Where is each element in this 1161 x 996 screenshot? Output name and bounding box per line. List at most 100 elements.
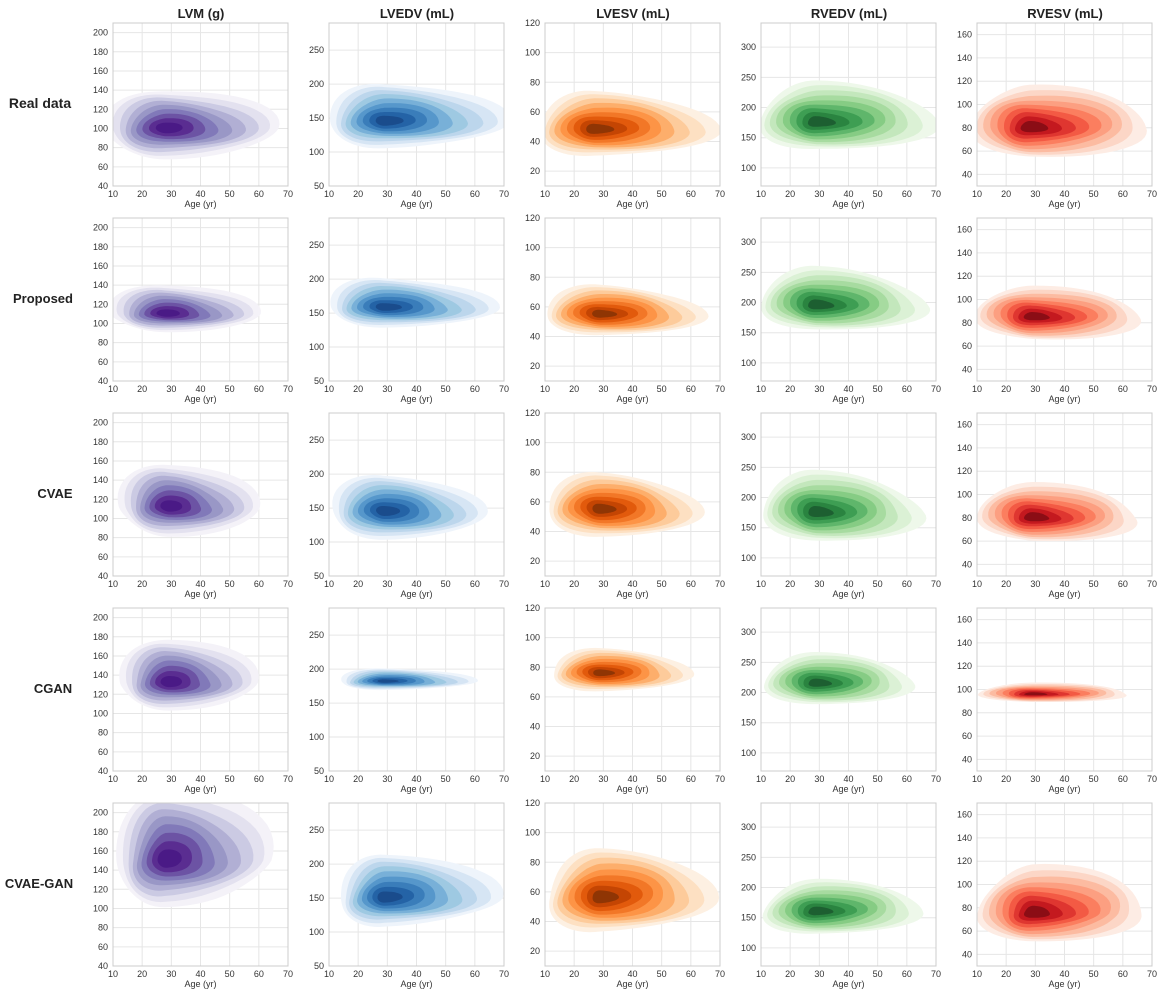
x-tick-label: 10 <box>972 384 982 394</box>
y-tick-label: 60 <box>530 692 540 702</box>
plot-frame <box>976 607 1153 772</box>
y-tick-label: 150 <box>741 913 756 923</box>
x-tick-label: 70 <box>283 969 293 979</box>
x-tick-label: 30 <box>598 969 608 979</box>
y-tick-label: 200 <box>93 28 108 38</box>
density-level-8 <box>592 309 618 318</box>
plot-frame <box>328 217 505 382</box>
panel-2-4: 10 20 30 40 50 60 70 20 40 60 80 100 120 Age (yr) <box>525 798 725 989</box>
x-tick-label: 60 <box>254 969 264 979</box>
y-tick-label: 100 <box>525 438 540 448</box>
y-tick-label: 80 <box>98 923 108 933</box>
column-title-lvm: LVM (g) <box>178 6 225 21</box>
density-level-8 <box>1024 905 1050 918</box>
density-contours <box>977 482 1138 542</box>
y-tick-label: 100 <box>93 903 108 913</box>
y-tick-label: 60 <box>530 497 540 507</box>
y-tick-label: 40 <box>962 754 972 764</box>
x-tick-label: 50 <box>225 969 235 979</box>
x-tick-label: 50 <box>225 579 235 589</box>
row-title-real-data: Real data <box>9 95 71 111</box>
density-contours <box>764 652 916 705</box>
y-tick-label: 250 <box>741 462 756 472</box>
x-axis-label: Age (yr) <box>616 394 648 404</box>
y-tick-label: 40 <box>962 559 972 569</box>
x-axis-label: Age (yr) <box>1048 784 1080 794</box>
panel-4-4: 10 20 30 40 50 60 70 40 60 80 100 120 140 160 Age (yr) <box>957 802 1157 989</box>
plot-frame <box>976 412 1153 577</box>
x-tick-label: 40 <box>627 579 637 589</box>
y-tick-label: 150 <box>309 698 324 708</box>
x-tick-label: 20 <box>785 384 795 394</box>
x-tick-label: 30 <box>598 579 608 589</box>
y-tick-label: 80 <box>962 708 972 718</box>
y-tick-label: 80 <box>530 662 540 672</box>
x-tick-label: 50 <box>657 384 667 394</box>
row-title-cvae-gan: CVAE-GAN <box>5 876 73 891</box>
y-tick-label: 120 <box>93 104 108 114</box>
y-tick-label: 160 <box>957 810 972 820</box>
row-title-cgan: CGAN <box>34 681 72 696</box>
panel-2-1: 10 20 30 40 50 60 70 20 40 60 80 100 120 Age (yr) <box>525 213 725 404</box>
x-tick-label: 50 <box>873 579 883 589</box>
y-tick-label: 60 <box>98 357 108 367</box>
density-level-8 <box>1024 692 1048 696</box>
y-tick-label: 100 <box>525 243 540 253</box>
plot-frame <box>760 802 937 967</box>
density-level-8 <box>155 122 183 134</box>
x-tick-label: 20 <box>569 774 579 784</box>
x-tick-label: 70 <box>1147 579 1157 589</box>
x-tick-label: 70 <box>1147 774 1157 784</box>
y-tick-label: 200 <box>93 613 108 623</box>
x-tick-label: 70 <box>715 384 725 394</box>
y-tick-label: 150 <box>309 308 324 318</box>
y-tick-label: 20 <box>530 751 540 761</box>
x-tick-label: 70 <box>499 774 509 784</box>
x-tick-label: 70 <box>1147 189 1157 199</box>
x-tick-label: 20 <box>569 384 579 394</box>
y-tick-label: 100 <box>93 513 108 523</box>
y-tick-label: 100 <box>957 295 972 305</box>
x-tick-label: 60 <box>686 189 696 199</box>
x-tick-label: 30 <box>814 774 824 784</box>
plot-frame <box>328 607 505 772</box>
panel-1-0: 10 20 30 40 50 60 70 50 100 150 200 250 Age (yr) <box>309 22 509 209</box>
x-tick-label: 50 <box>225 774 235 784</box>
x-tick-label: 20 <box>353 774 363 784</box>
density-level-8 <box>808 906 834 916</box>
y-tick-label: 200 <box>741 103 756 113</box>
y-tick-label: 80 <box>530 272 540 282</box>
x-tick-label: 20 <box>137 579 147 589</box>
y-tick-label: 160 <box>93 456 108 466</box>
plot-frame <box>976 217 1153 382</box>
density-level-8 <box>808 299 835 310</box>
y-tick-label: 60 <box>98 942 108 952</box>
column-title-lvesv: LVESV (mL) <box>596 6 669 21</box>
x-tick-label: 40 <box>195 579 205 589</box>
plot-frame <box>328 802 505 967</box>
y-tick-label: 120 <box>525 18 540 28</box>
density-level-8 <box>807 116 836 127</box>
x-tick-label: 20 <box>785 579 795 589</box>
y-tick-label: 80 <box>98 143 108 153</box>
y-tick-label: 50 <box>314 961 324 971</box>
x-tick-label: 20 <box>569 579 579 589</box>
column-title-rvesv: RVESV (mL) <box>1027 6 1103 21</box>
y-tick-label: 80 <box>530 77 540 87</box>
density-contours <box>549 472 705 537</box>
y-tick-label: 250 <box>741 267 756 277</box>
x-tick-label: 10 <box>540 969 550 979</box>
column-titles: LVM (g) LVEDV (mL) LVESV (mL) RVEDV (mL)… <box>178 6 1103 21</box>
density-contours <box>762 878 924 934</box>
y-tick-label: 120 <box>957 76 972 86</box>
x-axis-label: Age (yr) <box>1048 589 1080 599</box>
plot-frame <box>112 607 289 772</box>
plot-frame <box>544 412 721 577</box>
y-tick-label: 120 <box>93 494 108 504</box>
y-tick-label: 180 <box>93 632 108 642</box>
y-tick-label: 150 <box>309 113 324 123</box>
x-tick-label: 40 <box>627 384 637 394</box>
y-tick-label: 160 <box>957 615 972 625</box>
x-tick-label: 60 <box>254 384 264 394</box>
x-axis-label: Age (yr) <box>400 784 432 794</box>
